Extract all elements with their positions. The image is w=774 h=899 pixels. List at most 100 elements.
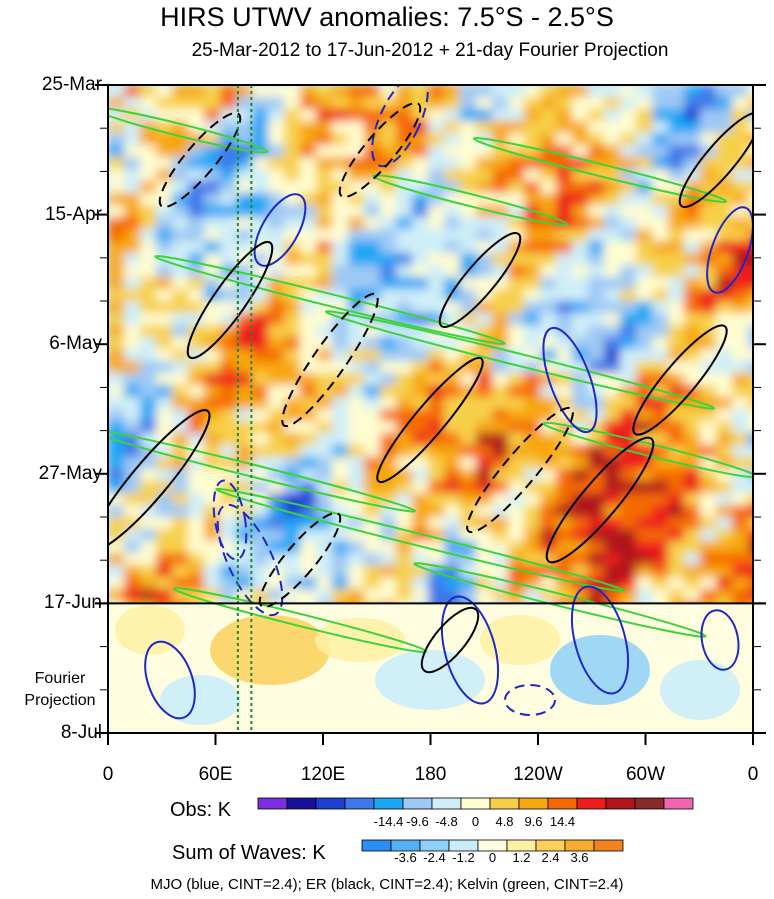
field-cell <box>716 121 733 134</box>
field-cell <box>124 445 141 458</box>
field-cell <box>204 241 221 254</box>
field-cell <box>332 553 349 566</box>
field-cell <box>684 313 701 326</box>
field-cell <box>460 109 477 122</box>
field-cell <box>204 205 221 218</box>
field-cell <box>364 229 381 242</box>
field-cell <box>732 421 749 434</box>
field-cell <box>556 265 573 278</box>
field-cell <box>156 589 173 602</box>
field-cell <box>684 325 701 338</box>
field-cell <box>220 205 237 218</box>
field-cell <box>396 253 413 266</box>
field-cell <box>460 529 477 542</box>
field-cell <box>316 145 333 158</box>
mjo-contour <box>706 206 753 294</box>
field-cell <box>316 397 333 410</box>
field-cell <box>156 253 173 266</box>
field-cell <box>652 493 669 506</box>
field-cell <box>732 505 749 518</box>
field-cell <box>540 169 557 182</box>
field-cell <box>236 193 253 206</box>
field-cell <box>332 205 349 218</box>
field-cell <box>508 337 525 350</box>
field-cell <box>636 481 653 494</box>
field-cell <box>508 493 525 506</box>
field-cell <box>284 157 301 170</box>
field-cell <box>124 325 141 338</box>
field-cell <box>300 457 317 470</box>
field-cell <box>364 109 381 122</box>
field-cell <box>732 157 749 170</box>
field-cell <box>604 361 621 374</box>
field-cell <box>444 373 461 386</box>
field-cell <box>684 349 701 362</box>
field-cell <box>204 145 221 158</box>
field-cell <box>188 85 205 98</box>
field-cell <box>364 241 381 254</box>
field-cell <box>380 193 397 206</box>
field-cell <box>732 361 749 374</box>
field-cell <box>444 589 461 602</box>
field-cell <box>396 577 413 590</box>
field-cell <box>604 133 621 146</box>
field-cell <box>444 133 461 146</box>
field-cell <box>652 541 669 554</box>
projection-blob <box>550 635 650 705</box>
field-cell <box>156 349 173 362</box>
field-cell <box>444 529 461 542</box>
er-contour <box>281 292 379 428</box>
colorbar-swatch <box>361 839 392 852</box>
field-cell <box>252 421 269 434</box>
field-cell <box>668 409 685 422</box>
field-cell <box>172 337 189 350</box>
field-cell <box>108 469 125 482</box>
field-cell <box>572 469 589 482</box>
field-cell <box>588 385 605 398</box>
colorbar-swatch <box>402 797 433 810</box>
field-cell <box>460 433 477 446</box>
field-cell <box>556 133 573 146</box>
field-cell <box>460 481 477 494</box>
field-cell <box>492 397 509 410</box>
field-cell <box>316 469 333 482</box>
field-cell <box>364 421 381 434</box>
field-cell <box>700 121 717 134</box>
field-cell <box>524 373 541 386</box>
field-cell <box>380 205 397 218</box>
field-cell <box>364 373 381 386</box>
field-cell <box>108 577 125 590</box>
field-cell <box>748 349 753 362</box>
field-cell <box>220 565 237 578</box>
field-cell <box>236 337 253 350</box>
field-cell <box>316 133 333 146</box>
field-cell <box>508 481 525 494</box>
field-cell <box>700 589 717 602</box>
field-cell <box>108 121 125 134</box>
field-cell <box>284 529 301 542</box>
er-contour <box>438 232 522 328</box>
field-cell <box>652 517 669 530</box>
field-cell <box>348 385 365 398</box>
field-cell <box>748 361 753 374</box>
field-cell <box>748 409 753 422</box>
field-cell <box>556 553 573 566</box>
field-cell <box>556 169 573 182</box>
er-contour <box>678 112 753 208</box>
field-cell <box>396 457 413 470</box>
field-cell <box>348 553 365 566</box>
field-cell <box>604 217 621 230</box>
field-cell <box>332 433 349 446</box>
field-cell <box>508 385 525 398</box>
field-cell <box>172 85 189 98</box>
field-cell <box>700 505 717 518</box>
field-cell <box>604 349 621 362</box>
field-cell <box>732 553 749 566</box>
field-cell <box>492 529 509 542</box>
field-cell <box>156 325 173 338</box>
field-cell <box>380 409 397 422</box>
field-cell <box>508 397 525 410</box>
field-cell <box>652 529 669 542</box>
field-cell <box>252 133 269 146</box>
field-cell <box>556 97 573 110</box>
